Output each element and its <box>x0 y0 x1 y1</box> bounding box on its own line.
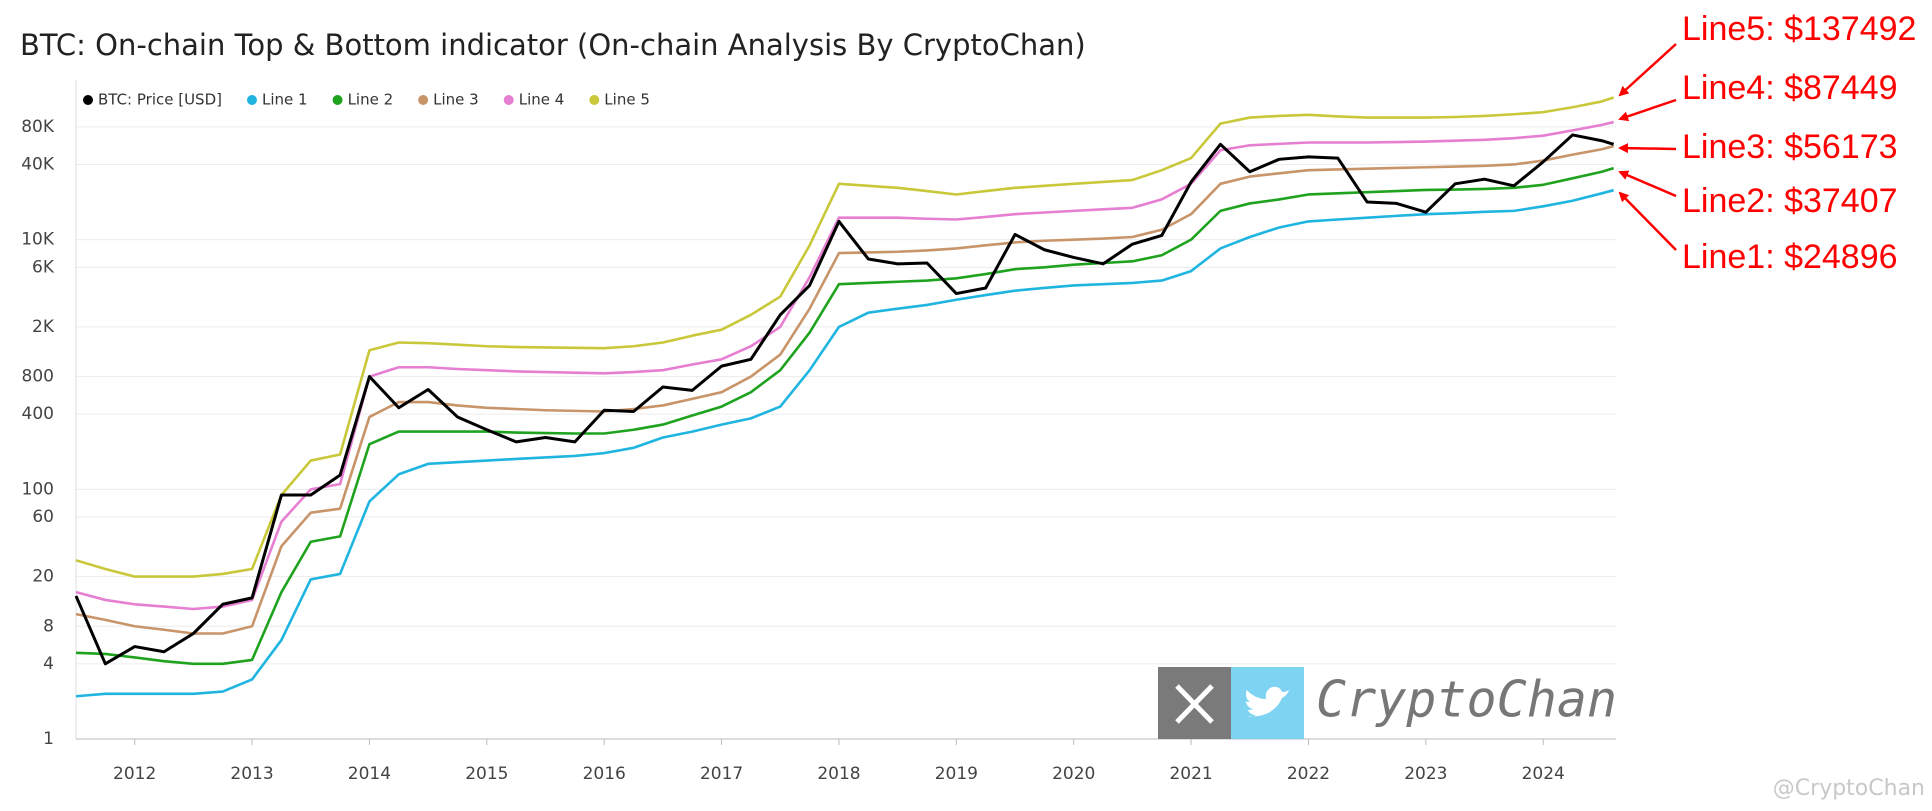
x-tick-label: 2015 <box>465 764 508 784</box>
x-tick-label: 2019 <box>935 764 978 784</box>
y-tick-label: 8 <box>43 616 54 636</box>
y-tick-label: 2K <box>32 317 55 337</box>
legend-label: Line 4 <box>519 91 565 109</box>
twitter-logo <box>1246 686 1289 717</box>
annotation-arrows <box>1618 43 1677 251</box>
arrow <box>1618 98 1677 122</box>
watermark-handle: @CryptoChan <box>1773 776 1925 801</box>
legend-marker <box>503 95 514 105</box>
arrow <box>1618 170 1677 198</box>
legend-marker <box>589 95 600 105</box>
annotation: Line3: $56173 <box>1682 128 1898 166</box>
legend-label: BTC: Price [USD] <box>98 91 222 109</box>
legend-label: Line 2 <box>348 91 394 109</box>
legend-marker <box>332 95 343 105</box>
y-tick-label: 100 <box>22 479 54 499</box>
series-line <box>74 133 1615 666</box>
legend-marker <box>83 95 93 105</box>
x-tick-label: 2018 <box>817 764 860 784</box>
arrow <box>1618 143 1677 154</box>
series-line <box>75 144 1614 635</box>
x-tick-label: 2016 <box>583 764 626 784</box>
x-tick-label: 2013 <box>230 764 273 784</box>
chart-title: BTC: On-chain Top & Bottom indicator (On… <box>20 28 1086 62</box>
x-tick-label: 2014 <box>348 764 391 784</box>
y-tick-label: 6K <box>32 257 55 277</box>
legend-label: Line 1 <box>262 91 308 109</box>
series-line <box>75 120 1614 611</box>
x-tick-label: 2012 <box>113 764 156 784</box>
series <box>74 96 1615 698</box>
y-tick-label: 1 <box>43 729 54 749</box>
annotation: Line1: $24896 <box>1682 238 1898 276</box>
annotation: Line4: $87449 <box>1682 69 1898 107</box>
legend: BTC: Price [USD] Line 1 Line 2 Line 3 Line 4… <box>83 91 650 109</box>
y-tick-label: 60 <box>32 507 54 527</box>
y-tick-label: 40K <box>21 154 55 174</box>
grid <box>76 126 1616 745</box>
arrow <box>1618 191 1677 251</box>
y-tick-label: 20 <box>32 567 54 587</box>
legend-marker <box>246 95 257 105</box>
x-tick-label: 2024 <box>1522 764 1565 784</box>
annotation: Line2: $37407 <box>1682 182 1898 220</box>
legend-marker <box>418 95 429 105</box>
annotations: Line5: $137492 Line4: $87449 Line3: $56173… <box>1682 10 1916 276</box>
y-tick-label: 10K <box>21 230 55 250</box>
y-tick-label: 400 <box>22 404 54 424</box>
watermark-text: CryptoChan <box>1316 671 1617 729</box>
series-line <box>75 166 1615 666</box>
x-tick-label: 2017 <box>700 764 743 784</box>
y-tick-label: 4 <box>43 654 54 674</box>
x-tick-label: 2020 <box>1052 764 1095 784</box>
arrow <box>1618 43 1677 97</box>
legend-label: Line 5 <box>604 91 650 109</box>
y-tick-label: 800 <box>22 367 54 387</box>
y-tick-label: 80K <box>21 117 55 137</box>
x-logo <box>1175 684 1214 724</box>
annotation: Line5: $137492 <box>1682 10 1916 48</box>
legend-label: Line 3 <box>433 91 479 109</box>
x-tick-label: 2023 <box>1404 764 1447 784</box>
x-tick-label: 2022 <box>1287 764 1330 784</box>
series-line <box>75 188 1614 698</box>
series-line <box>75 96 1615 578</box>
watermark: CryptoChan <box>1158 667 1617 739</box>
x-tick-label: 2021 <box>1169 764 1212 784</box>
